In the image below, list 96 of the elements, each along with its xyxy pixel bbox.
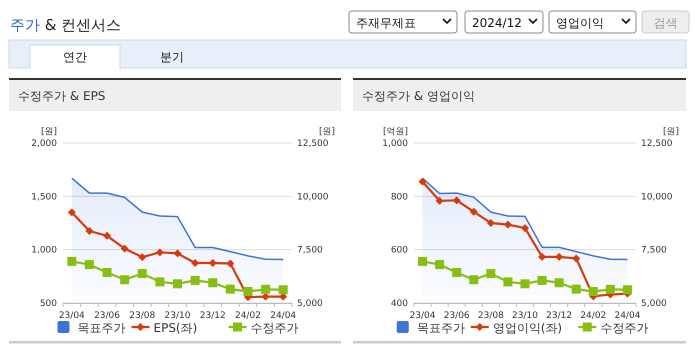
point [155,277,164,286]
point [226,284,235,294]
point [138,253,146,262]
point [120,275,130,284]
point [520,279,530,288]
y2-axis-title: [원] [318,127,335,137]
y-tick-label: 2,000 [31,139,58,149]
x-tick-label: 23/06 [94,311,120,321]
text: 분기 [160,50,184,64]
point [538,252,546,261]
point [470,208,478,216]
y2-tick-label: 7,500 [641,246,668,256]
y2-tick-label: 10,000 [641,192,673,202]
legend-label: 수정주가 [600,321,648,335]
point [243,286,252,296]
x-tick-label: 23/10 [512,311,538,321]
x-tick-label: 23/04 [58,311,86,321]
y-tick-label: 600 [390,246,408,256]
point [486,219,495,227]
x-tick-label: 23/08 [129,311,156,321]
y-axis-title: [원] [40,127,57,137]
point [588,286,598,296]
y2-tick-label: 5,000 [641,299,668,309]
y2-tick-label: 10,000 [297,192,329,202]
point [191,259,200,267]
legend-label: EPS(좌) [154,321,198,335]
text: 연간 [63,50,87,64]
point [208,278,218,288]
y-tick-label: 1,000 [31,246,58,256]
y-tick-label: 500 [40,299,58,309]
chart-title: 수정주가 & 영업이익 [362,89,475,103]
legend-label: 목표주가 [416,321,465,335]
text: 영업이익 [556,16,604,30]
point [103,232,112,240]
point [572,254,580,262]
point [138,269,147,278]
x-tick-label: 23/08 [478,311,504,321]
point [68,208,76,216]
y-tick-label: 400 [390,299,408,309]
point [452,268,462,277]
point [503,277,512,286]
y-tick-label: 1,000 [382,139,408,149]
point [538,276,547,285]
point [436,196,444,205]
point [174,249,182,258]
point [521,224,529,232]
x-tick-label: 24/02 [580,311,606,321]
point [469,275,478,284]
text: 주가 & 컨센서스 [10,16,122,34]
y-tick-label: 800 [390,192,408,202]
text: 2024/12 [472,16,522,30]
y2-tick-label: 5,000 [297,299,324,309]
point [190,276,200,285]
y-axis-title: [억원] [382,127,408,137]
legend-label: 수정주가 [250,321,298,335]
point [208,259,217,267]
point [452,196,461,204]
x-tick-label: 23/12 [546,311,572,321]
point [572,284,581,294]
point [173,279,182,288]
point [85,227,94,235]
y2-tick-label: 12,500 [641,139,673,149]
text: 검색 [654,16,678,30]
y2-tick-label: 12,500 [297,139,329,149]
point [418,178,427,186]
x-tick-label: 23/12 [200,311,226,321]
x-tick-label: 24/04 [614,311,641,321]
point [418,256,428,266]
point [278,285,288,294]
legend-label: 영업이익(좌) [492,321,562,335]
point [120,244,129,253]
y-tick-label: 1,500 [31,192,58,202]
x-tick-label: 23/10 [164,311,191,321]
point [84,260,94,270]
chart-title: 수정주가 & EPS [18,89,106,103]
text: 주재무제표 [356,16,416,30]
point [486,269,496,278]
point [67,256,76,266]
point [606,284,615,294]
x-tick-label: 24/04 [270,311,296,321]
point [555,252,564,261]
point [102,268,112,277]
x-tick-label: 23/04 [410,311,436,321]
x-tick-label: 23/06 [444,311,470,321]
legend-label: 목표주가 [78,321,126,335]
point [622,285,632,294]
x-tick-label: 24/02 [234,311,261,321]
point [226,260,234,268]
y2-tick-label: 7,500 [297,246,324,256]
point [156,248,164,256]
point [504,220,512,229]
point [554,278,564,288]
y2-axis-title: [원] [662,127,679,137]
point [435,260,444,270]
point [262,292,270,301]
point [261,284,270,294]
